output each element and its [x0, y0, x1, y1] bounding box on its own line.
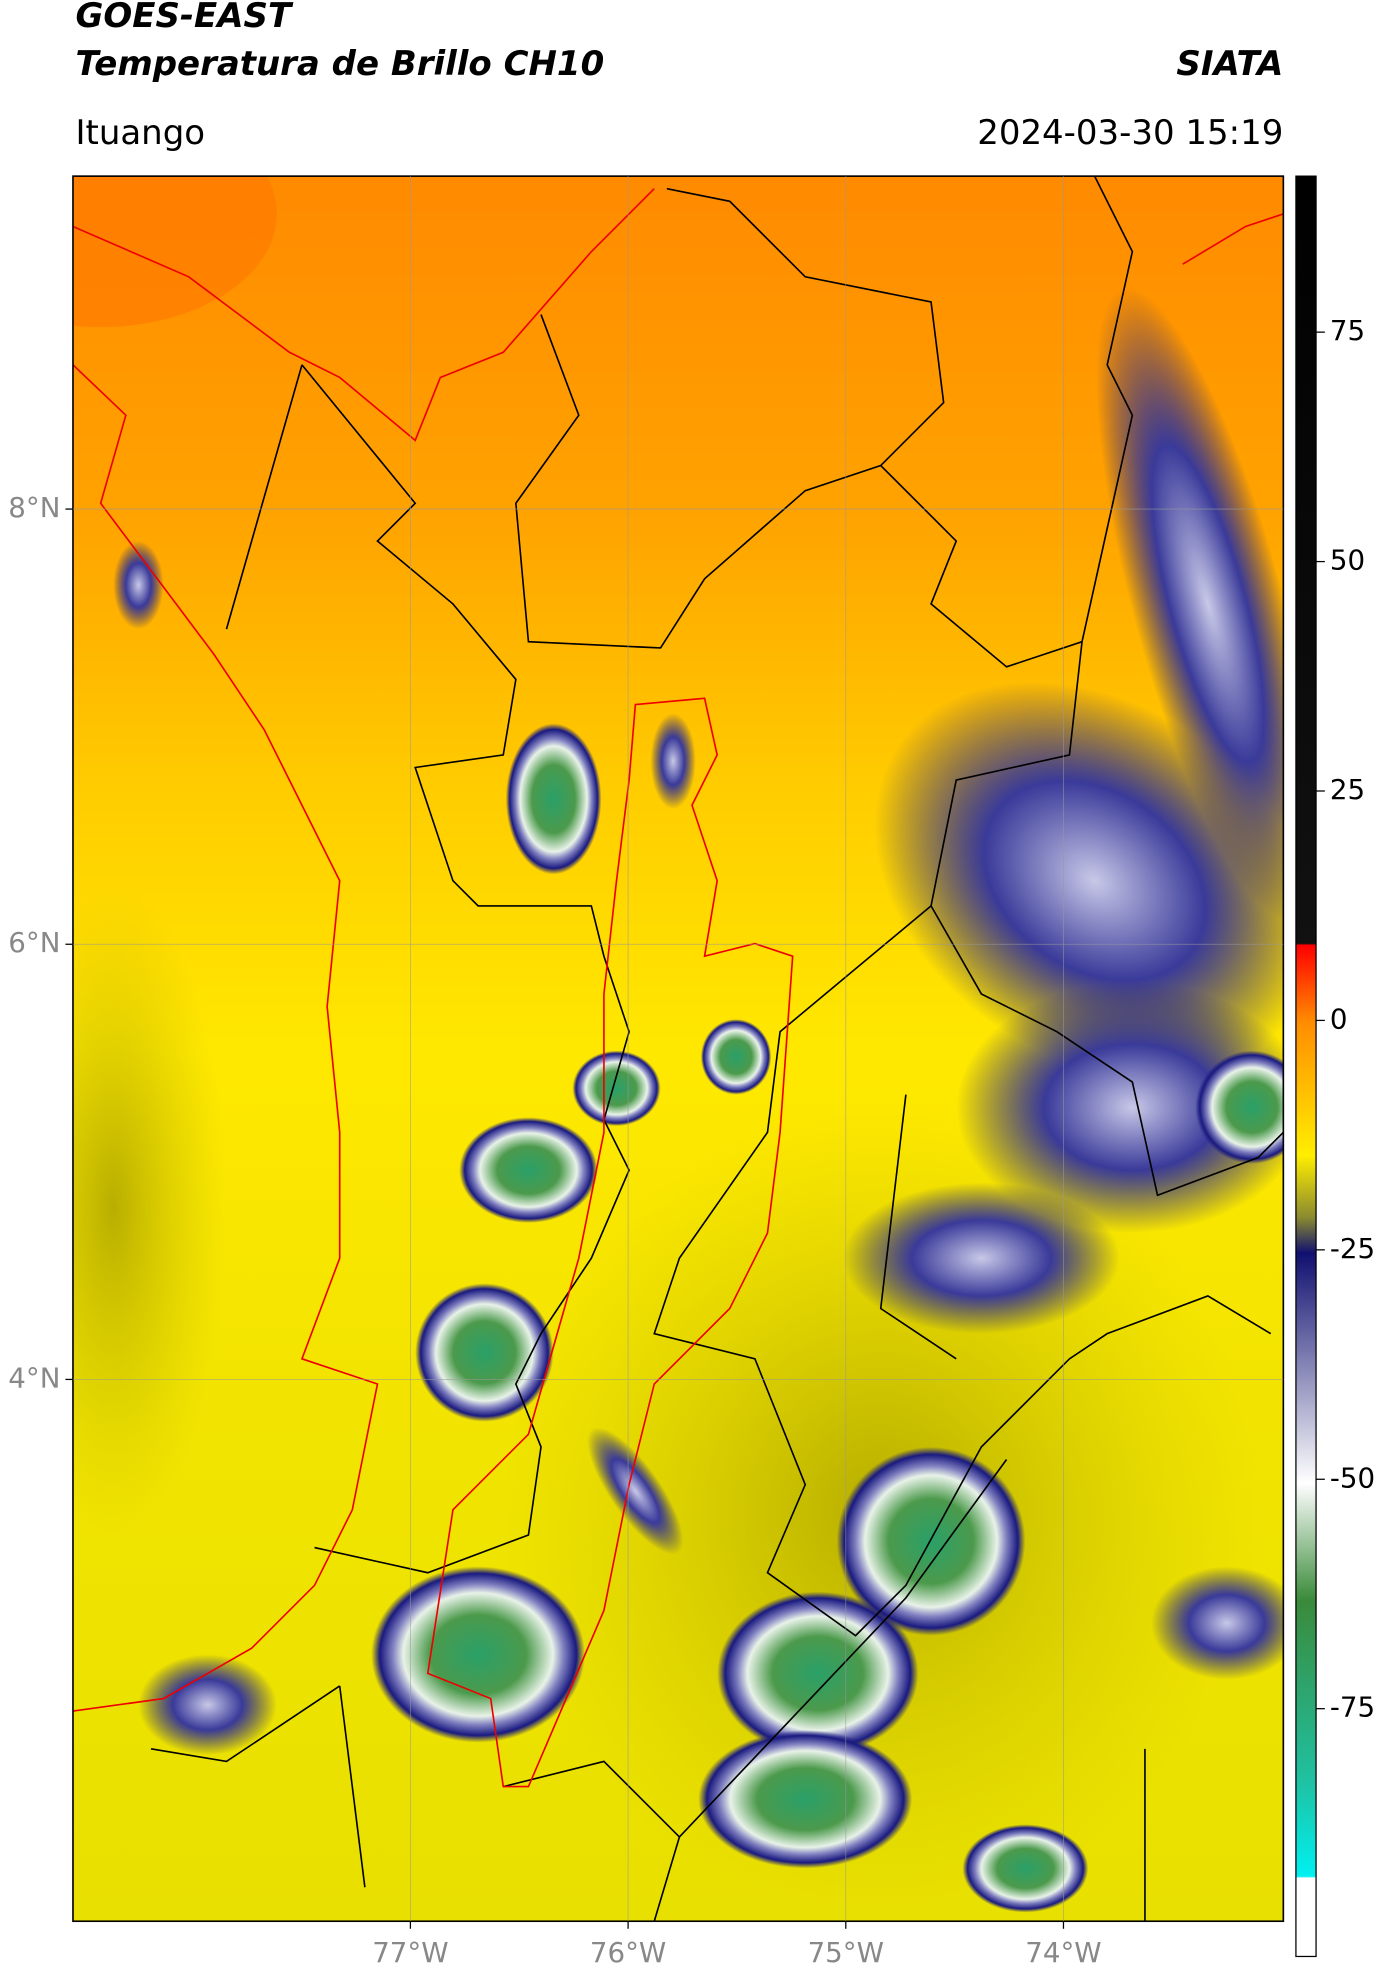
subtitle: Temperatura de Brillo CH10	[75, 44, 604, 84]
colorbar-label: 50	[1330, 544, 1365, 577]
lat-label: 6°N	[8, 926, 60, 959]
lat-label: 8°N	[8, 491, 60, 524]
lon-label: 74°W	[1025, 1936, 1101, 1969]
colorbar-label: 25	[1330, 773, 1365, 806]
lon-label: 76°W	[590, 1936, 666, 1969]
colorbar-label: 0	[1330, 1002, 1348, 1035]
colorbar	[1295, 175, 1317, 1958]
source: SIATA	[1176, 44, 1283, 84]
lon-label: 77°W	[372, 1936, 448, 1969]
lat-label: 4°N	[8, 1361, 60, 1394]
region: Ituango	[75, 113, 205, 153]
map-image	[72, 176, 1284, 1922]
colorbar-label: -25	[1330, 1232, 1375, 1265]
colorbar-label: 75	[1330, 314, 1365, 347]
timestamp: 2024-03-30 15:19	[977, 113, 1283, 153]
colorbar-label: -75	[1330, 1691, 1375, 1724]
colorbar-label: -50	[1330, 1461, 1375, 1494]
lon-label: 75°W	[808, 1936, 884, 1969]
map-axes: 77°W 76°W 75°W 74°W 8°N 6°N 4°N	[8, 176, 1284, 1969]
colorbar-axis: 75 50 25 0 -25 -50 -75	[1316, 314, 1375, 1724]
title: GOES-EAST	[75, 0, 293, 36]
map-frame	[72, 175, 1285, 1923]
